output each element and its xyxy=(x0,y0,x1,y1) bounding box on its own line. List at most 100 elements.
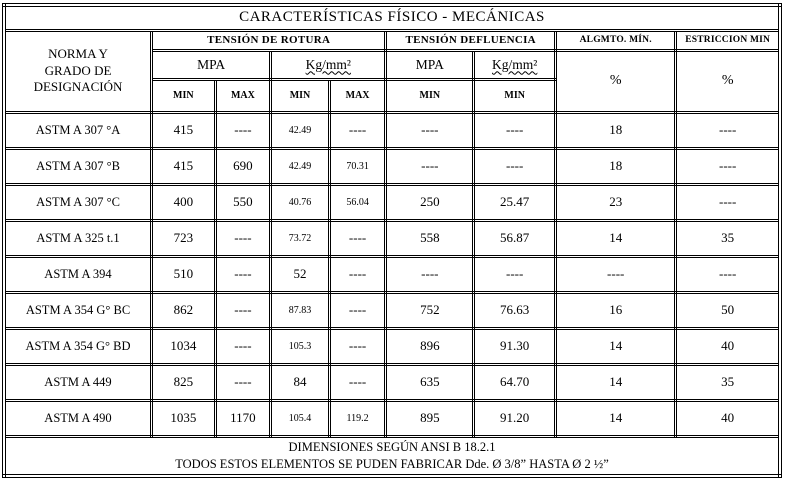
cell-flu-kg-min: ---- xyxy=(472,146,558,186)
cell-rot-mpa-min: 723 xyxy=(150,218,217,258)
cell-rot-mpa-min: 825 xyxy=(150,362,217,402)
mechanical-properties-table: CARACTERÍSTICAS FÍSICO - MECÁNICAS NORMA… xyxy=(2,3,782,478)
cell-algmto: 14 xyxy=(554,326,678,366)
cell-flu-mpa-min: ---- xyxy=(384,110,476,150)
cell-rot-mpa-max: ---- xyxy=(213,254,273,294)
cell-rot-mpa-max: ---- xyxy=(213,218,273,258)
row-name: ASTM A 354 G° BC xyxy=(2,290,153,330)
cell-flu-kg-min: ---- xyxy=(472,110,558,150)
cell-rot-kg-min: 84 xyxy=(269,362,331,402)
cell-flu-kg-min: 25.47 xyxy=(472,182,558,222)
cell-rot-kg-min: 105.4 xyxy=(269,398,331,438)
cell-rot-mpa-min: 510 xyxy=(150,254,217,294)
row-name: ASTM A 490 xyxy=(2,398,153,438)
cell-flu-kg-min: 91.20 xyxy=(472,398,558,438)
cell-rot-kg-min: 87.83 xyxy=(269,290,331,330)
cell-flu-mpa-min: 895 xyxy=(384,398,476,438)
cell-rot-mpa-max: ---- xyxy=(213,326,273,366)
cell-estriccion: 50 xyxy=(674,290,782,330)
footer-note-dimensions: DIMENSIONES SEGÚN ANSI B 18.2.1 xyxy=(288,439,496,454)
table-title: CARACTERÍSTICAS FÍSICO - MECÁNICAS xyxy=(2,3,782,32)
cell-rot-kg-max: ---- xyxy=(327,110,388,150)
header-tension-rotura: TENSIÓN DE ROTURA xyxy=(149,28,388,52)
cell-rot-kg-max: ---- xyxy=(327,218,388,258)
cell-algmto: 18 xyxy=(554,110,678,150)
row-name: ASTM A 307 °C xyxy=(2,182,153,222)
cell-rot-kg-max: 119.2 xyxy=(327,398,388,438)
header-row-groups: NORMA Y GRADO DE DESIGNACIÓN TENSIÓN DE … xyxy=(2,28,782,114)
header-fluencia-mpa-min: MIN xyxy=(384,77,476,114)
cell-rot-kg-max: 56.04 xyxy=(327,182,388,222)
header-fluencia-kgmm2: Kg/mm² xyxy=(472,48,558,81)
row-name: ASTM A 394 xyxy=(2,254,153,294)
row-name: ASTM A 307 °B xyxy=(2,146,153,186)
table-row: ASTM A 307 °C 400 550 40.76 56.04 250 25.47 23-… xyxy=(2,182,782,222)
cell-rot-kg-max: ---- xyxy=(327,362,388,402)
cell-rot-mpa-max: ---- xyxy=(213,290,273,330)
cell-flu-kg-min: ---- xyxy=(472,254,558,294)
cell-flu-mpa-min: 896 xyxy=(384,326,476,366)
header-rotura-kg-max: MAX xyxy=(327,77,388,114)
table-row: ASTM A 307 °A 415 ---- 42.49 ---- ---- ---- 18-… xyxy=(2,110,782,150)
cell-rot-kg-max: 70.31 xyxy=(327,146,388,186)
row-name: ASTM A 354 G° BD xyxy=(2,326,153,366)
cell-rot-mpa-min: 415 xyxy=(150,110,217,150)
title-row: CARACTERÍSTICAS FÍSICO - MECÁNICAS xyxy=(2,3,782,32)
cell-algmto: 14 xyxy=(554,362,678,402)
header-fluencia-mpa: MPA xyxy=(384,48,476,81)
cell-estriccion: 35 xyxy=(674,362,782,402)
cell-flu-mpa-min: 752 xyxy=(384,290,476,330)
header-row-units: MPA Kg/mm² MPA Kg/mm² % % xyxy=(4,48,782,114)
header-tension-fluencia: TENSIÓN DEFLUENCIA xyxy=(384,28,558,52)
table-row: ASTM A 354 G° BC 862 ---- 87.83 ---- 752 76.63… xyxy=(2,290,782,330)
cell-estriccion: 40 xyxy=(674,398,782,438)
cell-rot-mpa-max: ---- xyxy=(213,110,273,150)
header-alargamiento-min: ALGMTO. MÍN. xyxy=(554,28,678,52)
cell-rot-mpa-min: 1034 xyxy=(150,326,217,366)
cell-rot-kg-min: 105.3 xyxy=(269,326,331,366)
header-rotura-mpa-min: MIN xyxy=(150,77,217,114)
row-name: ASTM A 307 °A xyxy=(2,110,153,150)
cell-flu-mpa-min: 250 xyxy=(384,182,476,222)
cell-flu-mpa-min: 635 xyxy=(384,362,476,402)
spec-sheet: CARACTERÍSTICAS FÍSICO - MECÁNICAS NORMA… xyxy=(2,3,782,478)
cell-rot-kg-min: 42.49 xyxy=(269,110,331,150)
cell-flu-mpa-min: ---- xyxy=(384,146,476,186)
header-row-minmax: MIN MAX MIN MAX MIN MIN xyxy=(4,77,780,114)
cell-rot-mpa-max: ---- xyxy=(213,362,273,402)
cell-estriccion: ---- xyxy=(674,146,782,186)
row-name: ASTM A 325 t.1 xyxy=(2,218,153,258)
cell-rot-mpa-min: 1035 xyxy=(150,398,217,438)
cell-rot-kg-min: 42.49 xyxy=(269,146,331,186)
cell-estriccion: ---- xyxy=(674,182,782,222)
header-estriccion-percent: % xyxy=(674,48,782,114)
table-body: ASTM A 307 °A 415 ---- 42.49 ---- ---- ---- 18-… xyxy=(2,110,782,438)
table-row: ASTM A 449 825 ---- 84 ---- 635 64.70 14 35 xyxy=(2,362,782,402)
cell-flu-mpa-min: 558 xyxy=(384,218,476,258)
header-estriccion-min: ESTRICCION MIN xyxy=(674,28,782,52)
cell-algmto: 23 xyxy=(554,182,678,222)
header-fluencia-kg-min: MIN xyxy=(472,77,558,114)
cell-flu-kg-min: 56.87 xyxy=(472,218,558,258)
cell-rot-mpa-max: 1170 xyxy=(213,398,273,438)
header-rotura-mpa-max: MAX xyxy=(213,77,273,114)
header-rotura-kgmm2: Kg/mm² xyxy=(269,48,388,81)
cell-rot-mpa-max: 550 xyxy=(213,182,273,222)
cell-flu-kg-min: 64.70 xyxy=(472,362,558,402)
cell-algmto: 18 xyxy=(554,146,678,186)
cell-flu-mpa-min: ---- xyxy=(384,254,476,294)
footer-row: DIMENSIONES SEGÚN ANSI B 18.2.1 TODOS ES… xyxy=(2,434,782,478)
cell-estriccion: 35 xyxy=(674,218,782,258)
cell-rot-kg-max: ---- xyxy=(327,326,388,366)
cell-estriccion: 40 xyxy=(674,326,782,366)
cell-algmto: 14 xyxy=(554,398,678,438)
cell-rot-kg-max: ---- xyxy=(327,290,388,330)
cell-flu-kg-min: 76.63 xyxy=(472,290,558,330)
cell-algmto: 16 xyxy=(554,290,678,330)
cell-rot-kg-max: ---- xyxy=(327,254,388,294)
footer-notes: DIMENSIONES SEGÚN ANSI B 18.2.1 TODOS ES… xyxy=(2,434,782,478)
cell-rot-kg-min: 40.76 xyxy=(269,182,331,222)
cell-rot-mpa-min: 415 xyxy=(150,146,217,186)
cell-rot-kg-min: 73.72 xyxy=(269,218,331,258)
table-row: ASTM A 307 °B 415 690 42.49 70.31 ---- ---- 18-… xyxy=(2,146,782,186)
